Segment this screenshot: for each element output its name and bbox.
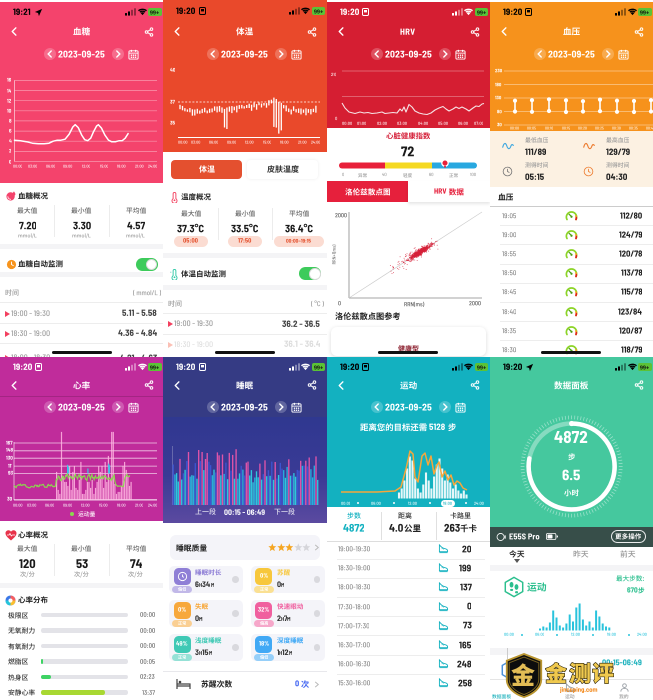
svg-text:99+: 99+ bbox=[640, 365, 649, 370]
svg-text:99+: 99+ bbox=[313, 9, 322, 14]
svg-text:99+: 99+ bbox=[150, 365, 159, 370]
svg-text:99+: 99+ bbox=[313, 365, 322, 370]
svg-text:99+: 99+ bbox=[477, 10, 486, 15]
svg-text:99+: 99+ bbox=[477, 365, 486, 370]
svg-text:99+: 99+ bbox=[640, 10, 649, 15]
svg-text:99+: 99+ bbox=[150, 10, 159, 15]
